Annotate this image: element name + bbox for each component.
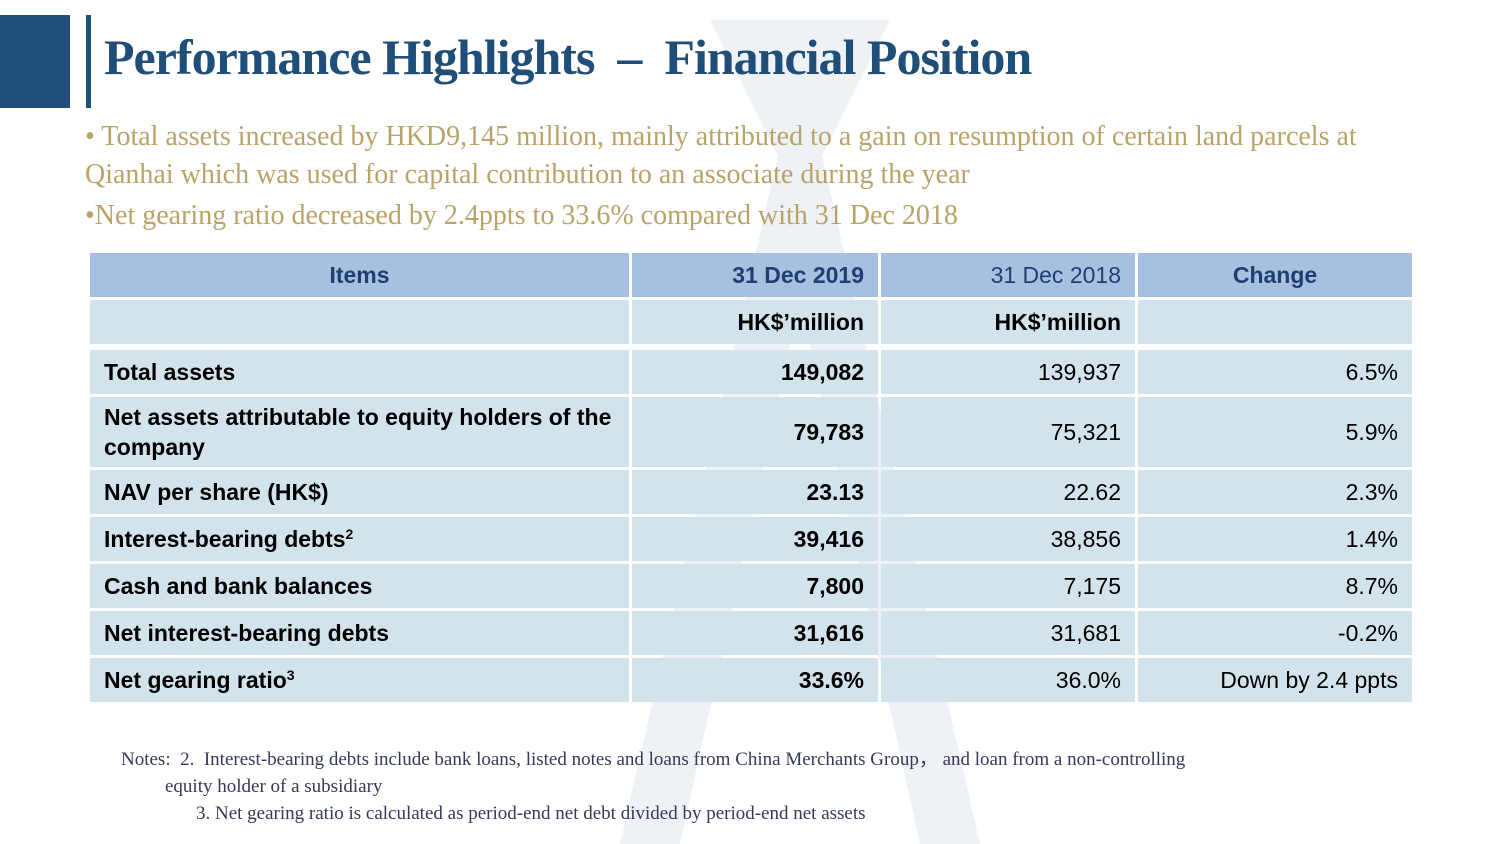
table-row: Net assets attributable to equity holder… <box>90 397 1412 467</box>
bullet-gearing-ratio: •Net gearing ratio decreased by 2.4ppts … <box>85 200 958 231</box>
table-row: Interest-bearing debts2 39,416 38,856 1.… <box>90 517 1412 561</box>
row-label: Net assets attributable to equity holder… <box>90 397 629 467</box>
financial-position-table: Items 31 Dec 2019 31 Dec 2018 Change HK$… <box>87 250 1415 705</box>
footnote-2-continued: equity holder of a subsidiary <box>165 776 383 797</box>
unit-2019: HK$’million <box>632 300 878 344</box>
row-label: Total assets <box>90 350 629 394</box>
header-items: Items <box>90 253 629 297</box>
row-value-2018: 38,856 <box>881 517 1135 561</box>
row-change: 1.4% <box>1138 517 1412 561</box>
bullet-total-assets: • Total assets increased by HKD9,145 mil… <box>85 121 1357 190</box>
row-value-2019: 7,800 <box>632 564 878 608</box>
header-2018: 31 Dec 2018 <box>881 253 1135 297</box>
title-accent-bar <box>86 15 91 108</box>
row-value-2018: 36.0% <box>881 658 1135 702</box>
slide-title: Performance Highlights – Financial Posit… <box>104 29 1032 85</box>
row-change: -0.2% <box>1138 611 1412 655</box>
row-value-2018: 22.62 <box>881 470 1135 514</box>
table-header-row: Items 31 Dec 2019 31 Dec 2018 Change <box>90 253 1412 297</box>
table-row: Net interest-bearing debts 31,616 31,681… <box>90 611 1412 655</box>
unit-change <box>1138 300 1412 344</box>
unit-items <box>90 300 629 344</box>
row-value-2019: 39,416 <box>632 517 878 561</box>
table-row: Net gearing ratio3 33.6% 36.0% Down by 2… <box>90 658 1412 702</box>
row-value-2019: 23.13 <box>632 470 878 514</box>
row-change: 5.9% <box>1138 397 1412 467</box>
corner-accent-block <box>0 15 70 108</box>
footnotes: Notes: 2. Interest-bearing debts include… <box>121 746 1401 827</box>
footnote-2: Notes: 2. Interest-bearing debts include… <box>121 749 1186 770</box>
row-label: NAV per share (HK$) <box>90 470 629 514</box>
row-label: Interest-bearing debts2 <box>90 517 629 561</box>
header-change: Change <box>1138 253 1412 297</box>
table-unit-row: HK$’million HK$’million <box>90 300 1412 344</box>
header-2019: 31 Dec 2019 <box>632 253 878 297</box>
row-label: Cash and bank balances <box>90 564 629 608</box>
footnote-3: 3. Net gearing ratio is calculated as pe… <box>196 803 866 824</box>
row-change: 2.3% <box>1138 470 1412 514</box>
row-label: Net gearing ratio3 <box>90 658 629 702</box>
row-value-2018: 75,321 <box>881 397 1135 467</box>
unit-2018: HK$’million <box>881 300 1135 344</box>
row-value-2018: 7,175 <box>881 564 1135 608</box>
row-value-2019: 149,082 <box>632 350 878 394</box>
row-value-2019: 31,616 <box>632 611 878 655</box>
summary-bullets: • Total assets increased by HKD9,145 mil… <box>85 118 1445 235</box>
table-row: NAV per share (HK$) 23.13 22.62 2.3% <box>90 470 1412 514</box>
row-change: 8.7% <box>1138 564 1412 608</box>
row-label: Net interest-bearing debts <box>90 611 629 655</box>
table-row: Cash and bank balances 7,800 7,175 8.7% <box>90 564 1412 608</box>
row-change: Down by 2.4 ppts <box>1138 658 1412 702</box>
row-change: 6.5% <box>1138 350 1412 394</box>
row-value-2019: 79,783 <box>632 397 878 467</box>
row-value-2019: 33.6% <box>632 658 878 702</box>
table-row: Total assets 149,082 139,937 6.5% <box>90 350 1412 394</box>
row-value-2018: 31,681 <box>881 611 1135 655</box>
row-value-2018: 139,937 <box>881 350 1135 394</box>
